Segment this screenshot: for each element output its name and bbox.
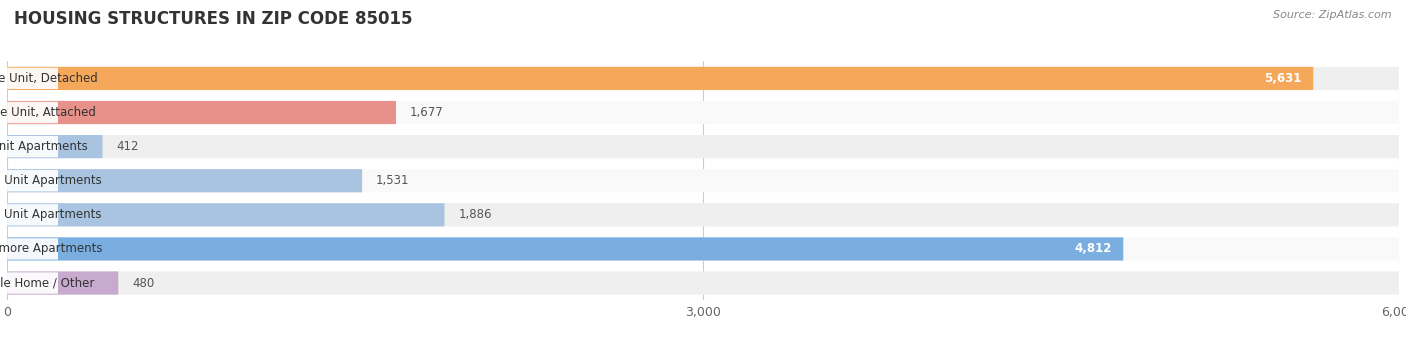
Text: 1,677: 1,677: [411, 106, 444, 119]
FancyBboxPatch shape: [7, 237, 1399, 261]
Text: HOUSING STRUCTURES IN ZIP CODE 85015: HOUSING STRUCTURES IN ZIP CODE 85015: [14, 10, 412, 28]
Text: 480: 480: [132, 277, 155, 290]
Text: Mobile Home / Other: Mobile Home / Other: [0, 277, 94, 290]
Text: Single Unit, Attached: Single Unit, Attached: [0, 106, 96, 119]
FancyBboxPatch shape: [7, 170, 58, 191]
FancyBboxPatch shape: [7, 169, 1399, 192]
FancyBboxPatch shape: [7, 67, 1399, 90]
FancyBboxPatch shape: [7, 272, 58, 294]
FancyBboxPatch shape: [7, 101, 1399, 124]
FancyBboxPatch shape: [7, 135, 103, 158]
FancyBboxPatch shape: [7, 238, 58, 260]
Text: Single Unit, Detached: Single Unit, Detached: [0, 72, 98, 85]
Text: 1,886: 1,886: [458, 208, 492, 221]
Text: 5 to 9 Unit Apartments: 5 to 9 Unit Apartments: [0, 208, 101, 221]
FancyBboxPatch shape: [7, 237, 1123, 261]
Text: 3 or 4 Unit Apartments: 3 or 4 Unit Apartments: [0, 174, 101, 187]
FancyBboxPatch shape: [7, 271, 1399, 295]
FancyBboxPatch shape: [7, 136, 58, 157]
FancyBboxPatch shape: [7, 204, 58, 225]
Text: 4,812: 4,812: [1074, 242, 1112, 255]
FancyBboxPatch shape: [7, 203, 1399, 226]
Text: 412: 412: [117, 140, 139, 153]
FancyBboxPatch shape: [7, 271, 118, 295]
Text: 5,631: 5,631: [1264, 72, 1302, 85]
FancyBboxPatch shape: [7, 67, 1313, 90]
FancyBboxPatch shape: [7, 135, 1399, 158]
Text: 10 or more Apartments: 10 or more Apartments: [0, 242, 103, 255]
FancyBboxPatch shape: [7, 68, 58, 89]
FancyBboxPatch shape: [7, 169, 363, 192]
Text: Source: ZipAtlas.com: Source: ZipAtlas.com: [1274, 10, 1392, 20]
FancyBboxPatch shape: [7, 101, 396, 124]
Text: 2 Unit Apartments: 2 Unit Apartments: [0, 140, 89, 153]
FancyBboxPatch shape: [7, 102, 58, 123]
Text: 1,531: 1,531: [377, 174, 409, 187]
FancyBboxPatch shape: [7, 203, 444, 226]
